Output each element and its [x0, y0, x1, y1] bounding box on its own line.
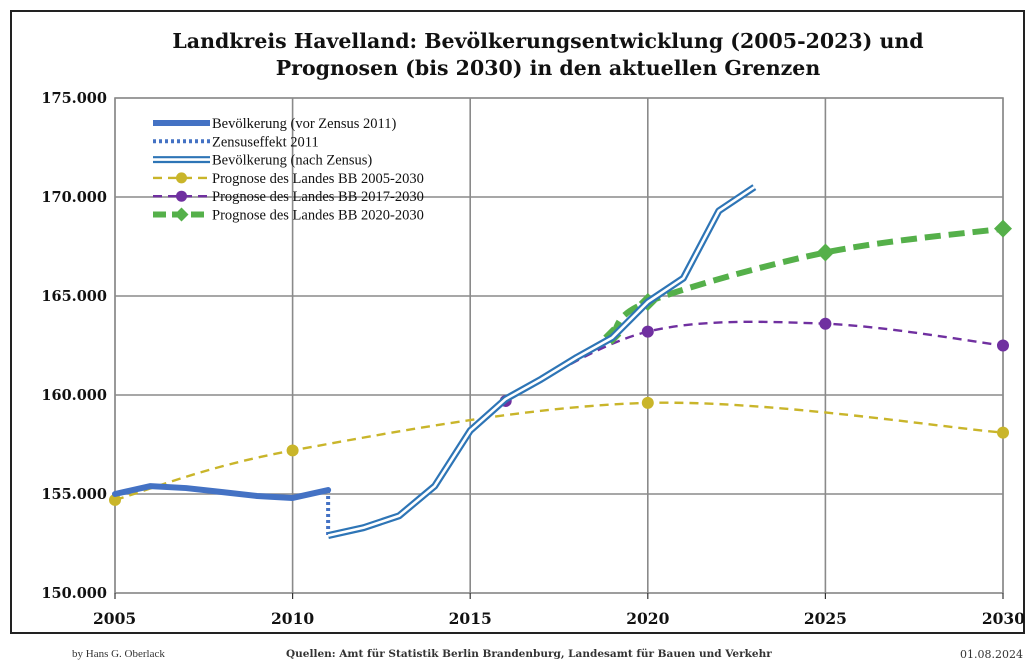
legend-item-0-label: Bevölkerung (vor Zensus 2011) [212, 116, 396, 132]
series-3-point [997, 426, 1009, 439]
series-2-line-inner [327, 186, 756, 537]
series-5-point [994, 219, 1012, 238]
legend-item-5-marker [174, 207, 189, 222]
chart-title-line1: Landkreis Havelland: Bevölkerungsentwick… [172, 29, 923, 53]
series-4-point [819, 317, 832, 330]
legend-item-3-marker [176, 172, 187, 184]
series-layer [109, 184, 1012, 539]
footer-author: by Hans G. Oberlack [72, 648, 165, 660]
y-tick-label: 175.000 [41, 90, 107, 107]
y-tick-label: 155.000 [41, 486, 107, 503]
x-tick-label: 2010 [271, 609, 314, 628]
legend-item-2-label: Bevölkerung (nach Zensus) [212, 153, 372, 169]
footer-source: Quellen: Amt für Statistik Berlin Brande… [286, 648, 772, 660]
footer-date: 01.08.2024 [960, 648, 1023, 661]
y-tick-label: 165.000 [41, 288, 107, 305]
legend-item-1-label: Zensuseffekt 2011 [212, 134, 319, 150]
legend-item-5-label: Prognose des Landes BB 2020-2030 [212, 208, 424, 224]
axis-layer: 150.000 155.000 160.000 165.000 170.000 175.0… [41, 90, 1025, 628]
series-0-line [112, 483, 332, 501]
series-4-point [641, 325, 654, 338]
series-3-point [641, 396, 654, 409]
series-4-line [505, 320, 1004, 403]
x-tick-label: 2005 [93, 609, 136, 628]
chart-title-line2: Prognosen (bis 2030) in den aktuellen Gr… [276, 56, 821, 80]
series-5-point [816, 243, 835, 262]
x-tick-label: 2030 [982, 609, 1025, 628]
grid-layer [114, 97, 1004, 594]
legend-item-3-label: Prognose des Landes BB 2005-2030 [212, 171, 424, 187]
y-tick-label: 160.000 [41, 387, 107, 404]
y-tick-label: 170.000 [41, 189, 107, 206]
legend: Bevölkerung (vor Zensus 2011) Zensuseffek… [153, 116, 424, 224]
y-tick-label: 150.000 [41, 585, 107, 602]
series-3-point [109, 493, 121, 506]
series-3-line [114, 401, 1004, 502]
x-tick-label: 2020 [626, 609, 669, 628]
series-5-line [609, 225, 1004, 338]
x-tick-label: 2015 [449, 609, 492, 628]
x-tick-label: 2025 [804, 609, 847, 628]
series-3-point [286, 444, 299, 457]
legend-item-4-marker [176, 190, 187, 202]
plot-area [114, 97, 1004, 594]
legend-item-4-label: Prognose des Landes BB 2017-2030 [212, 189, 424, 205]
series-4-point [997, 339, 1009, 352]
